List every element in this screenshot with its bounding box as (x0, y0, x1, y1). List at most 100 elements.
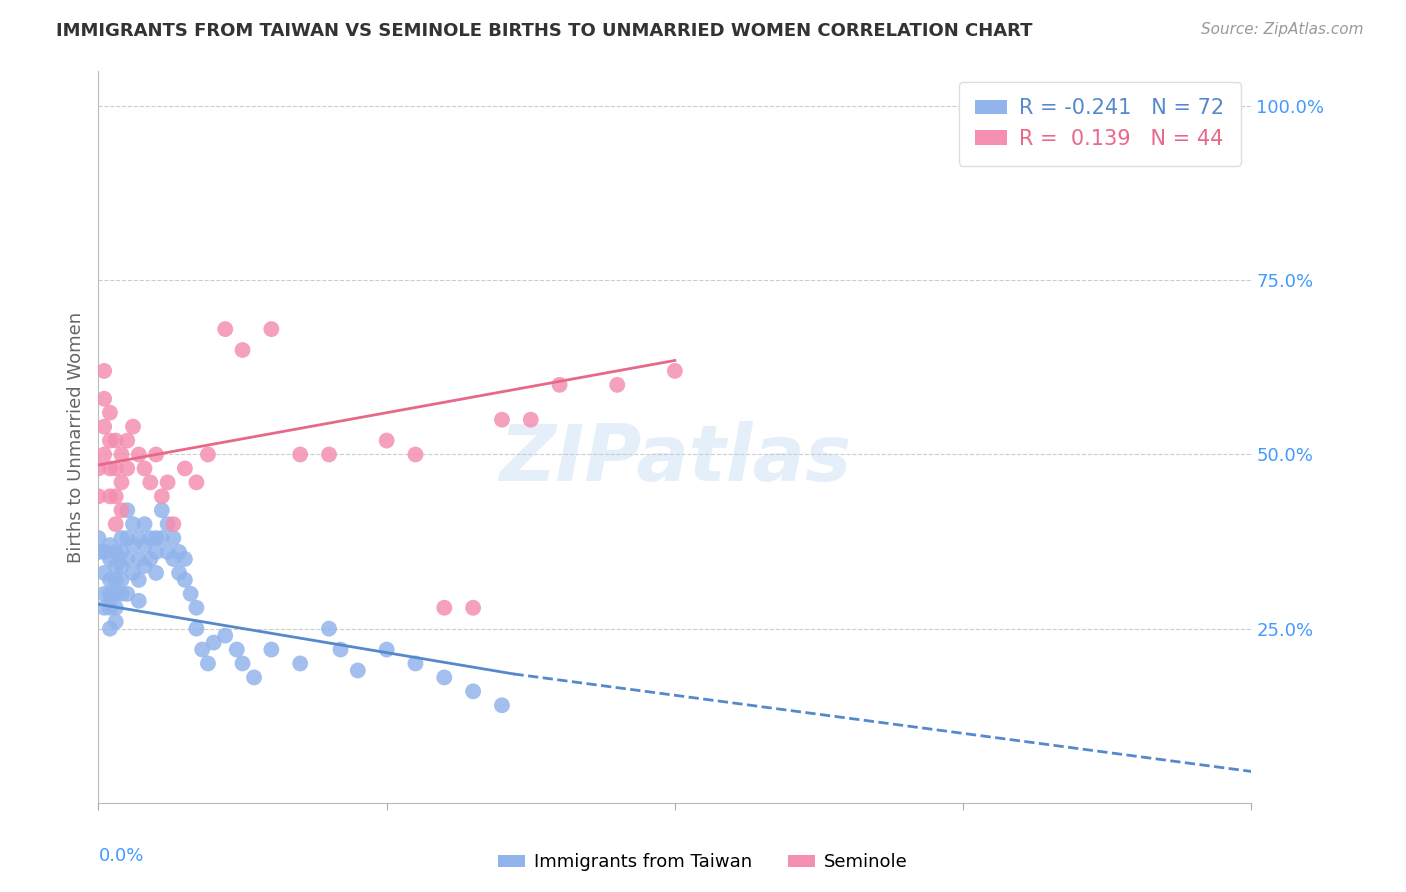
Text: ZIPatlas: ZIPatlas (499, 421, 851, 497)
Point (145, 566, 167, 580)
Point (202, 635, 225, 649)
Point (110, 475, 132, 490)
Point (104, 517, 127, 532)
Point (433, 600, 456, 615)
Point (122, 538, 145, 552)
Point (186, 622, 208, 636)
Point (87, 531, 110, 545)
Point (375, 434, 398, 448)
Point (145, 531, 167, 545)
Point (87, 545, 110, 559)
Legend: Immigrants from Taiwan, Seminole: Immigrants from Taiwan, Seminole (491, 847, 915, 879)
Point (150, 489, 173, 503)
Point (606, 377, 628, 392)
Point (110, 545, 132, 559)
Point (162, 517, 184, 532)
Point (329, 642, 352, 657)
Point (290, 657, 312, 671)
Point (167, 545, 190, 559)
Point (110, 573, 132, 587)
Point (491, 412, 513, 426)
Point (104, 587, 127, 601)
Point (117, 531, 139, 545)
Point (405, 657, 427, 671)
Point (93, 545, 115, 559)
Point (98, 587, 121, 601)
Point (260, 322, 283, 336)
Point (87, 461, 110, 475)
Point (98, 552, 121, 566)
Point (548, 377, 571, 392)
Point (231, 657, 254, 671)
Point (433, 670, 456, 684)
Point (98, 573, 121, 587)
Point (150, 503, 173, 517)
Point (98, 461, 121, 475)
Text: IMMIGRANTS FROM TAIWAN VS SEMINOLE BIRTHS TO UNMARRIED WOMEN CORRELATION CHART: IMMIGRANTS FROM TAIWAN VS SEMINOLE BIRTH… (56, 22, 1033, 40)
Point (134, 517, 156, 532)
Point (110, 558, 132, 573)
Point (93, 587, 115, 601)
Point (117, 587, 139, 601)
Point (150, 531, 173, 545)
Point (318, 448, 340, 462)
Point (162, 552, 184, 566)
Point (128, 573, 150, 587)
Point (104, 461, 127, 475)
Point (134, 538, 156, 552)
Point (98, 406, 121, 420)
Point (197, 448, 219, 462)
Point (260, 642, 283, 657)
Point (243, 670, 266, 684)
Point (104, 489, 127, 503)
Point (139, 531, 162, 545)
Point (128, 594, 150, 608)
Point (128, 552, 150, 566)
Point (225, 642, 247, 657)
Point (405, 448, 427, 462)
Point (186, 475, 208, 490)
Point (104, 600, 127, 615)
Point (87, 489, 110, 503)
Point (104, 615, 127, 629)
Point (104, 434, 127, 448)
Point (461, 600, 484, 615)
Point (214, 322, 236, 336)
Point (98, 538, 121, 552)
Point (174, 552, 197, 566)
Text: 0.0%: 0.0% (98, 847, 143, 864)
Point (122, 517, 145, 532)
Point (197, 657, 219, 671)
Point (290, 448, 312, 462)
Point (139, 475, 162, 490)
Point (93, 600, 115, 615)
Point (93, 566, 115, 580)
Point (346, 664, 368, 678)
Legend: R = -0.241   N = 72, R =  0.139   N = 44: R = -0.241 N = 72, R = 0.139 N = 44 (959, 82, 1241, 166)
Point (104, 545, 127, 559)
Point (134, 461, 156, 475)
Y-axis label: Births to Unmarried Women: Births to Unmarried Women (66, 311, 84, 563)
Point (186, 600, 208, 615)
Point (167, 566, 190, 580)
Point (156, 545, 179, 559)
Point (110, 531, 132, 545)
Point (139, 552, 162, 566)
Point (375, 642, 398, 657)
Point (180, 587, 202, 601)
Point (128, 448, 150, 462)
Point (117, 503, 139, 517)
Point (520, 412, 543, 426)
Point (174, 573, 197, 587)
Point (98, 489, 121, 503)
Point (491, 698, 513, 713)
Point (664, 364, 686, 378)
Point (214, 629, 236, 643)
Point (156, 475, 179, 490)
Point (174, 461, 197, 475)
Point (93, 392, 115, 406)
Point (93, 448, 115, 462)
Point (122, 419, 145, 434)
Point (93, 364, 115, 378)
Point (93, 419, 115, 434)
